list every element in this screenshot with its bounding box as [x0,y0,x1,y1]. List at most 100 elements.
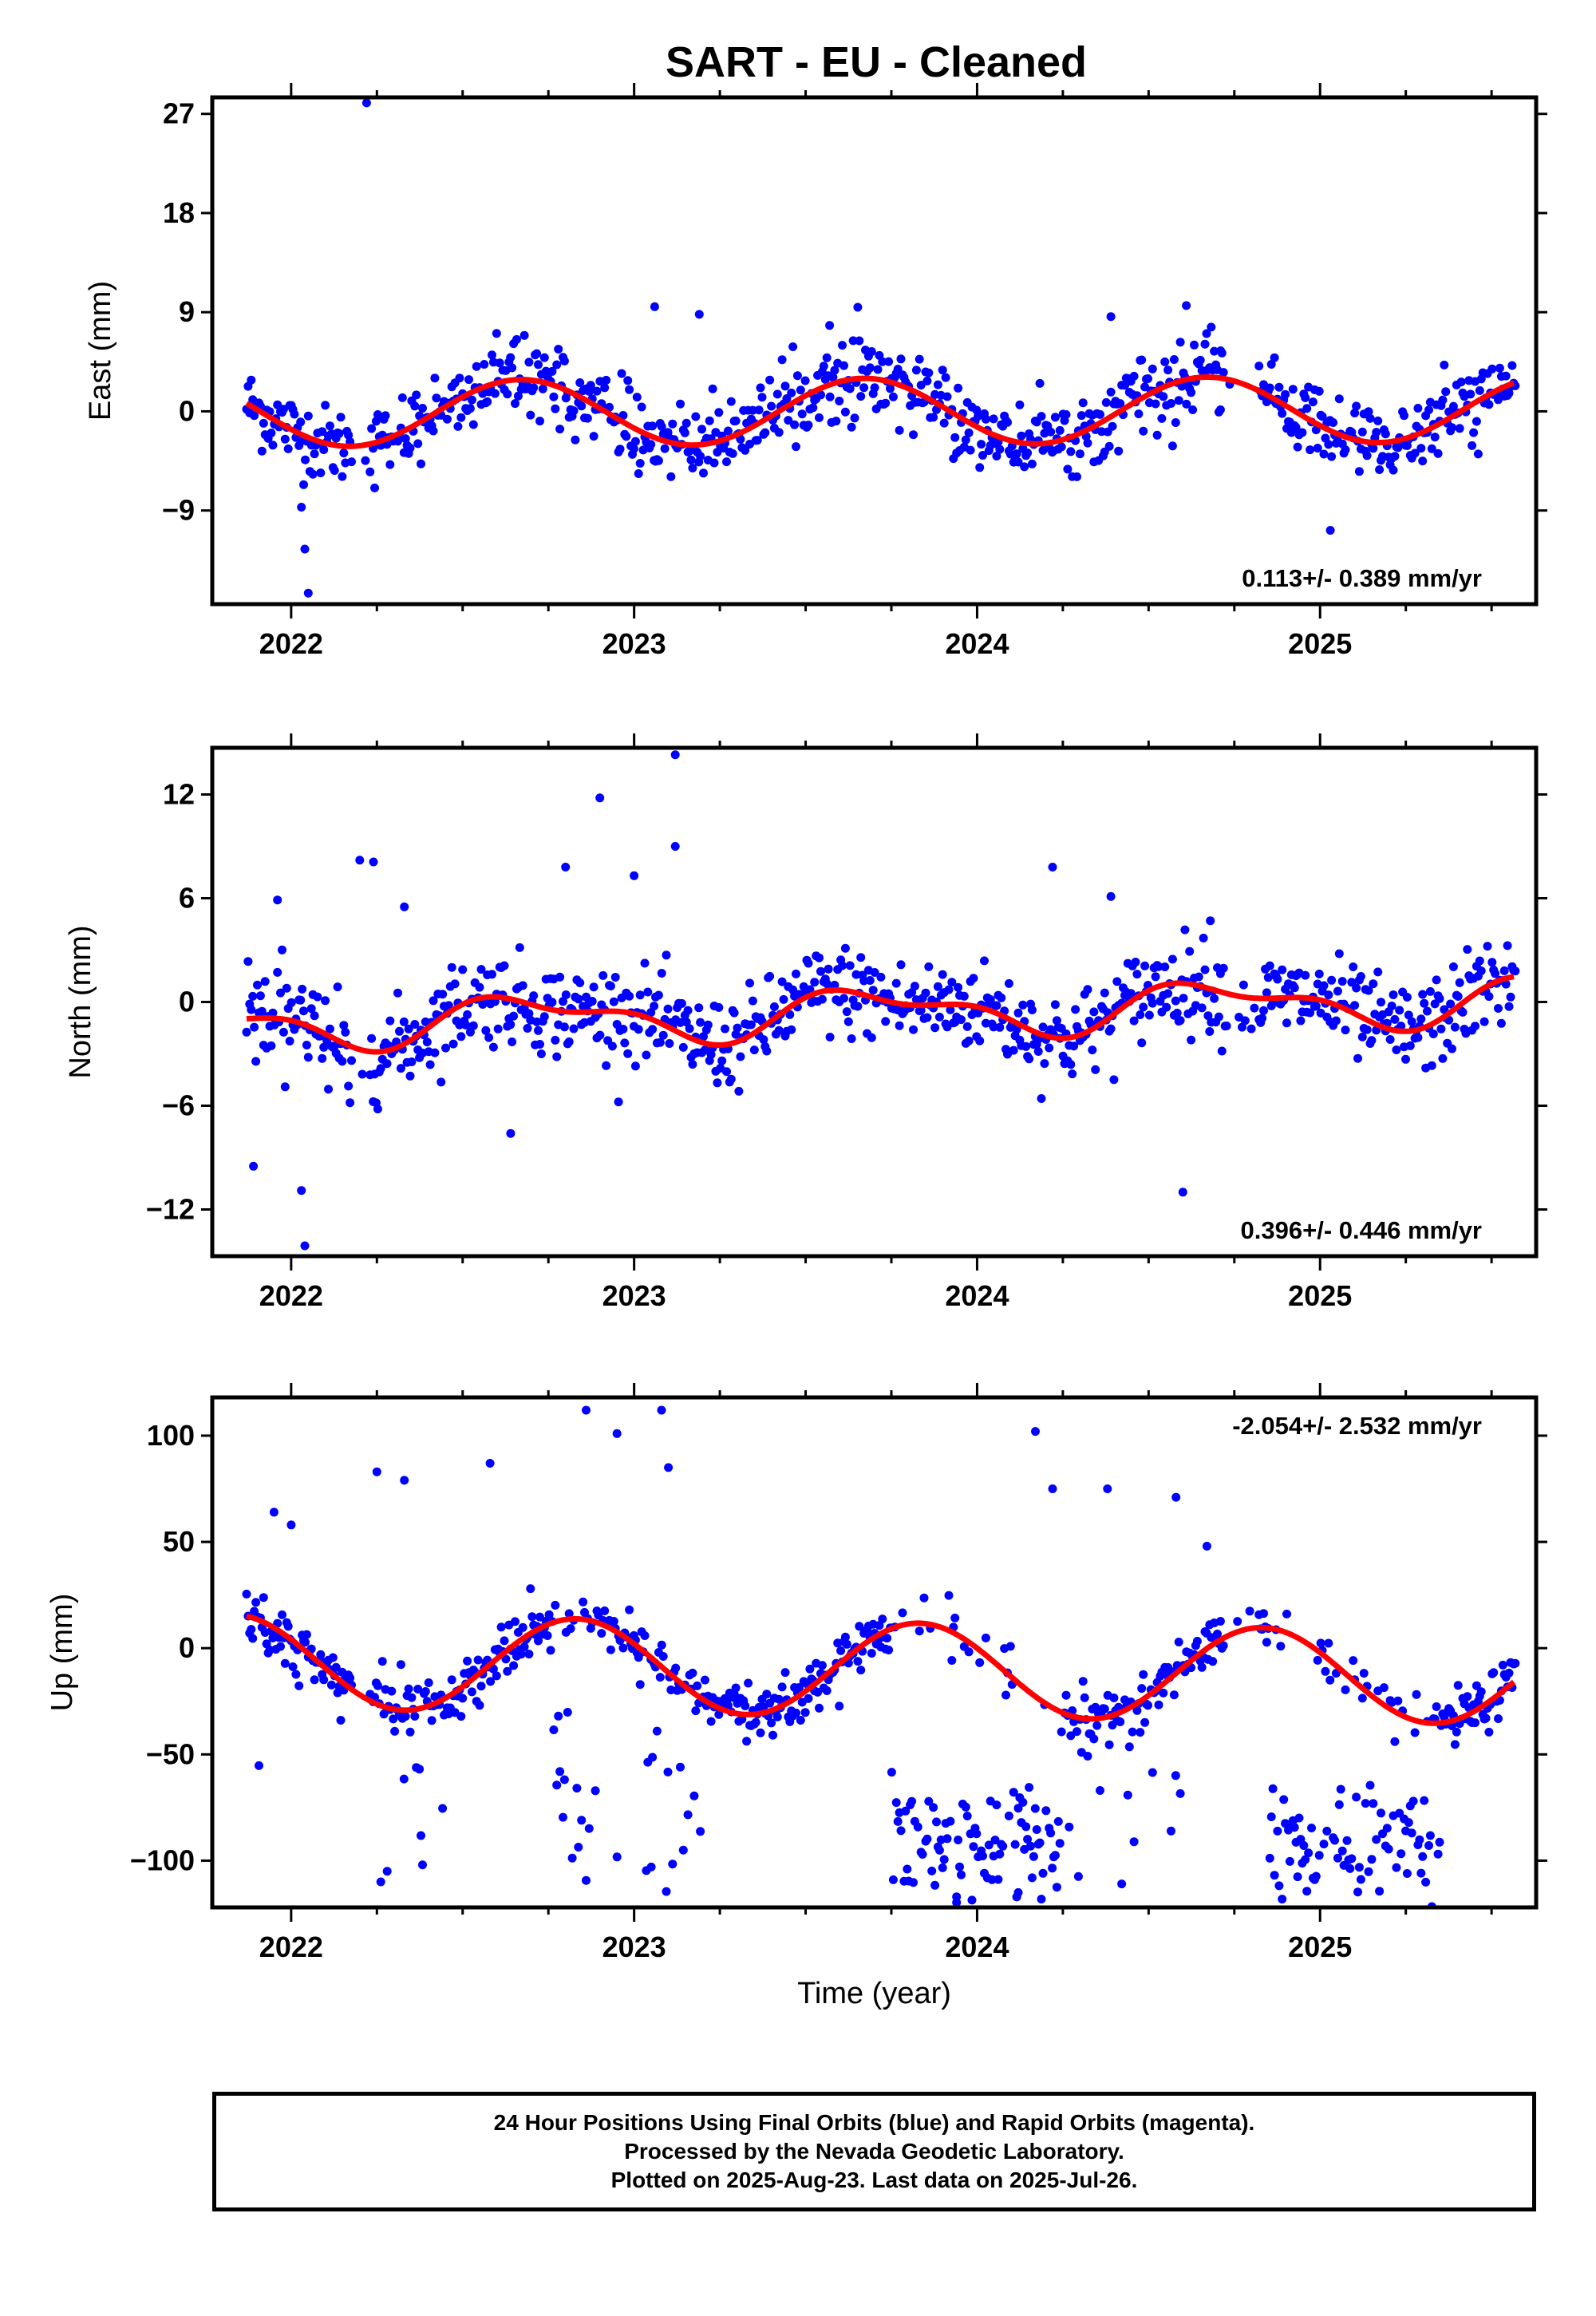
data-point [472,362,481,371]
data-point [1288,385,1298,394]
data-point [1210,346,1219,356]
data-point [1296,1016,1306,1026]
data-point [825,321,835,330]
data-point [635,459,645,468]
data-point [1501,979,1511,989]
data-point [994,1875,1003,1884]
data-point [248,1634,258,1643]
data-point [893,1816,903,1826]
data-point [543,1631,552,1640]
data-point [1178,1188,1187,1197]
data-point [901,1806,911,1816]
data-point [1104,441,1114,451]
data-point [840,407,850,417]
data-point [421,1687,430,1696]
data-point [1048,1863,1057,1873]
data-point [749,1045,759,1055]
data-point [1299,1841,1309,1850]
data-point [1311,1871,1321,1881]
data-point [1106,312,1116,322]
data-point [1108,421,1117,431]
data-point [561,863,571,871]
data-point [257,1006,267,1016]
data-point [1319,1840,1329,1849]
data-point [441,1043,450,1053]
data-point [564,1037,574,1046]
data-point [483,397,492,406]
data-point [575,978,585,987]
data-point [954,1836,963,1844]
data-point [552,1780,562,1790]
data-point [1413,1033,1423,1042]
data-point [1021,1822,1031,1832]
data-point [417,459,425,468]
data-point [705,416,714,425]
x-tick-label: 2024 [945,1931,1009,1963]
data-point [1104,1740,1114,1749]
data-point [447,1675,456,1685]
data-point [1347,1854,1357,1863]
data-point [438,1804,448,1813]
data-point [280,434,290,444]
data-point [612,1429,622,1438]
x-tick-label: 2022 [259,1931,323,1963]
data-point [1103,1484,1112,1493]
data-point [582,1405,591,1415]
data-point [1314,386,1324,396]
data-point [706,1717,716,1726]
data-point [336,413,346,422]
data-point [582,1875,591,1885]
data-point [418,404,427,413]
x-tick-label: 2022 [259,1279,323,1312]
data-point [269,1508,279,1517]
data-point [1139,1002,1148,1012]
data-point [1061,1690,1071,1700]
data-point [804,958,813,968]
data-point [932,1817,941,1827]
data-point [552,1052,562,1061]
data-point [1200,965,1210,974]
data-point [662,1887,671,1896]
data-point [1471,1022,1479,1031]
data-point [1327,452,1337,461]
data-point [1412,1690,1421,1699]
data-point [319,1042,329,1052]
data-point [840,943,850,953]
data-point [1448,423,1456,433]
data-point [1151,399,1160,409]
data-point [845,384,855,393]
data-point [700,1045,709,1055]
data-point [278,945,286,954]
data-point [506,1020,516,1030]
data-point [358,1069,367,1079]
data-point [1136,1728,1145,1737]
data-point [447,962,456,972]
data-point [1324,440,1333,449]
data-point [733,1023,742,1033]
data-point [1379,1683,1389,1693]
data-point [1291,423,1301,432]
y-tick-label: −12 [146,1193,195,1226]
data-point [1327,975,1337,985]
data-point [726,397,736,406]
data-point [1109,1075,1119,1085]
data-point [1089,1734,1099,1744]
data-point [247,375,256,385]
data-point [954,383,963,393]
data-point [355,856,365,865]
data-point [536,1049,546,1058]
data-point [575,378,585,387]
data-point [1293,442,1302,452]
data-point [333,982,342,992]
data-point [1389,990,1398,999]
data-point [306,1004,316,1014]
data-point [609,1617,618,1626]
data-point [473,1655,483,1665]
data-point [500,961,509,970]
data-point [606,1645,615,1654]
data-point [696,1827,705,1836]
data-point [759,1035,768,1045]
data-point [847,1034,856,1043]
data-point [250,411,259,421]
data-point [808,403,818,413]
